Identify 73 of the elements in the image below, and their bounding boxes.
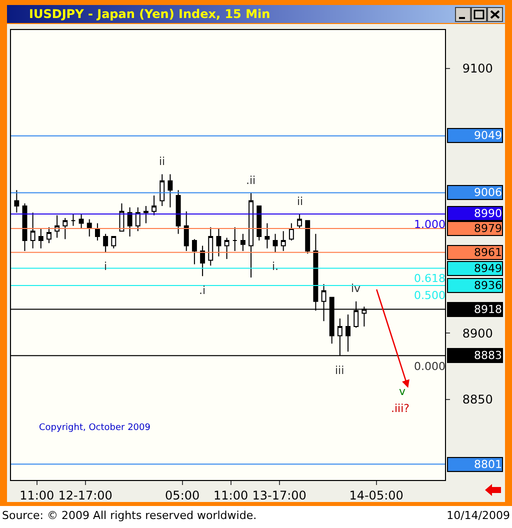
x-tick-label: 13-17:00 [252, 488, 306, 502]
candlestick [54, 214, 60, 238]
candlestick [280, 230, 286, 252]
candlestick [168, 174, 173, 208]
candlestick [288, 222, 294, 241]
chart-title: IUSDJPY - Japan (Yen) Index, 15 Min [29, 6, 270, 22]
annotation: ii [297, 195, 304, 208]
source-note: Source: © 2009 All rights reserved worldwide. [2, 509, 257, 522]
x-tick-label: 05:00 [165, 488, 200, 502]
annotation: i [104, 260, 108, 273]
annotation: 0.500 [414, 289, 446, 302]
candlestick [119, 202, 124, 232]
annotation: .iii? [391, 402, 410, 415]
y-tick-label: 8850 [462, 392, 493, 406]
annotation: .i [199, 284, 206, 297]
candlestick [256, 206, 262, 241]
annotation: .ii [246, 174, 256, 187]
x-tick-label: 11:00 [20, 488, 54, 502]
annotation: ii [159, 155, 166, 168]
x-tick-label: 14-05:00 [349, 488, 404, 502]
candlestick [224, 237, 230, 260]
candlestick [346, 314, 350, 352]
ref-line-label: 8936 [474, 279, 502, 292]
candlestick [184, 210, 189, 252]
candlestick [70, 213, 76, 226]
candlestick [143, 206, 148, 224]
candlestick [240, 233, 246, 252]
candlestick [272, 233, 278, 253]
ref-line-label: 8949 [474, 262, 502, 275]
ref-line-label: 8801 [474, 458, 502, 471]
annotation: v [399, 385, 406, 398]
candlestick [232, 226, 238, 252]
candlestick [78, 213, 84, 230]
ref-line-label: 8918 [474, 303, 502, 316]
candlestick [62, 217, 68, 240]
candlestick [297, 213, 302, 230]
candlestick [248, 192, 254, 278]
candlestick [46, 226, 52, 244]
candlestick [95, 222, 100, 241]
x-tick-label: 12-17:00 [58, 488, 112, 502]
y-tick-label: 9100 [462, 62, 493, 76]
annotation: iii [335, 364, 344, 377]
candlestick [208, 226, 214, 266]
candlestick [111, 236, 116, 249]
annotation: 0.618 [414, 272, 446, 285]
candlestick [305, 220, 310, 254]
y-tick-label: 8900 [462, 326, 493, 340]
ref-line-label: 8961 [474, 246, 502, 259]
annotation: iv [351, 282, 362, 295]
candlestick [86, 218, 92, 237]
candlestick [264, 222, 270, 249]
x-tick-label: 11:00 [214, 488, 248, 502]
candlestick [14, 190, 20, 214]
candlestick [160, 174, 165, 207]
ref-line-label: 8883 [474, 349, 502, 362]
ref-line-label: 9006 [474, 186, 502, 199]
annotation: Copyright, October 2009 [39, 423, 151, 433]
candlestick [192, 238, 197, 265]
text: 10/14/2009 [446, 509, 510, 522]
candlestick [103, 233, 108, 253]
annotation: 1.000 [414, 218, 446, 231]
candlestick [38, 228, 44, 249]
candlestick [216, 228, 222, 257]
annotation: 0.000 [414, 360, 446, 373]
ref-line-label: 9049 [474, 129, 502, 142]
candlestick [30, 212, 36, 249]
candlestick [200, 245, 206, 277]
candlestick [127, 206, 132, 237]
ref-line-label: 8990 [474, 207, 502, 220]
candlestick [152, 194, 157, 216]
candlestick [176, 190, 181, 234]
ref-line-label: 8979 [474, 222, 502, 235]
candlestick [135, 206, 140, 232]
